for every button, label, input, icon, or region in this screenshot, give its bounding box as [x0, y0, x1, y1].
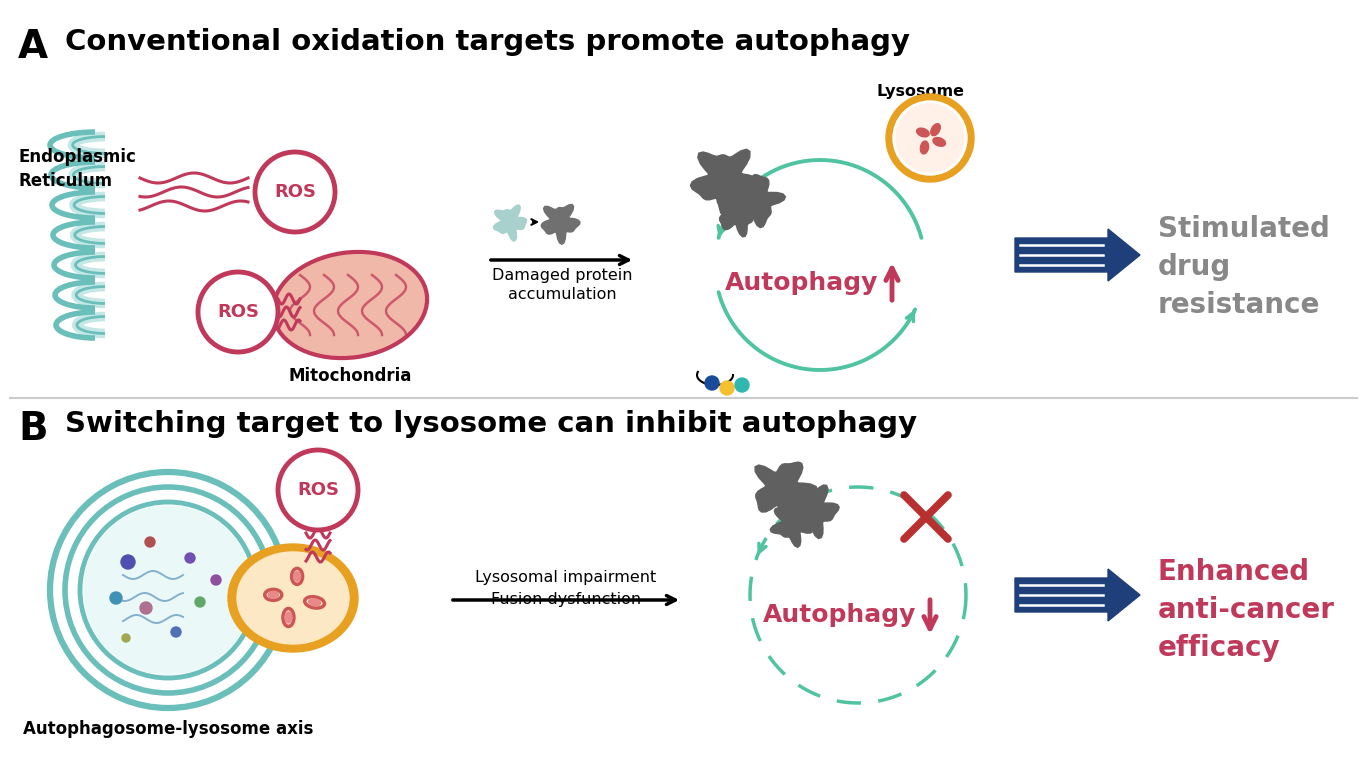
Circle shape: [122, 634, 130, 642]
Circle shape: [893, 101, 966, 175]
Circle shape: [122, 555, 135, 569]
Circle shape: [705, 376, 719, 390]
FancyArrow shape: [1016, 229, 1140, 281]
Ellipse shape: [932, 137, 946, 146]
Circle shape: [895, 104, 964, 172]
Text: ROS: ROS: [217, 303, 258, 321]
Circle shape: [195, 597, 205, 607]
Polygon shape: [730, 175, 786, 227]
Circle shape: [145, 537, 154, 547]
Polygon shape: [755, 462, 817, 525]
Circle shape: [109, 592, 122, 604]
Text: Lysosome: Lysosome: [876, 84, 964, 99]
Polygon shape: [771, 501, 813, 547]
Polygon shape: [789, 485, 839, 539]
Text: Fusion dysfunction: Fusion dysfunction: [491, 592, 641, 607]
Text: Autophagy: Autophagy: [726, 271, 879, 295]
Polygon shape: [493, 205, 526, 241]
Circle shape: [720, 381, 734, 395]
Text: Mitochondria: Mitochondria: [288, 367, 411, 385]
FancyArrow shape: [1016, 569, 1140, 621]
Circle shape: [886, 94, 975, 182]
Ellipse shape: [294, 572, 301, 581]
Text: Stimulated
drug
resistance: Stimulated drug resistance: [1158, 215, 1330, 319]
Circle shape: [185, 553, 195, 563]
Circle shape: [198, 272, 278, 352]
Text: Damaged protein
accumulation: Damaged protein accumulation: [492, 268, 633, 302]
Text: Endoplasmic
Reticulum: Endoplasmic Reticulum: [18, 148, 135, 189]
Text: ROS: ROS: [297, 481, 339, 499]
Text: Lysosomal impairment: Lysosomal impairment: [476, 570, 656, 585]
Circle shape: [256, 152, 335, 232]
Circle shape: [83, 506, 252, 674]
Ellipse shape: [268, 591, 279, 598]
Ellipse shape: [236, 552, 349, 644]
Ellipse shape: [931, 123, 940, 136]
Text: B: B: [18, 410, 48, 448]
Circle shape: [171, 627, 180, 637]
Circle shape: [211, 575, 221, 585]
Text: Autophagosome-lysosome axis: Autophagosome-lysosome axis: [23, 720, 313, 738]
Text: Switching target to lysosome can inhibit autophagy: Switching target to lysosome can inhibit…: [66, 410, 917, 438]
Text: A: A: [18, 28, 48, 66]
Circle shape: [735, 378, 749, 392]
Polygon shape: [718, 192, 761, 237]
Ellipse shape: [309, 599, 320, 606]
Ellipse shape: [273, 252, 427, 358]
Text: ROS: ROS: [273, 183, 316, 201]
Ellipse shape: [284, 612, 293, 623]
Ellipse shape: [920, 141, 928, 154]
Text: Autophagy: Autophagy: [763, 603, 917, 627]
Polygon shape: [690, 149, 759, 219]
Circle shape: [139, 602, 152, 614]
Ellipse shape: [917, 128, 930, 137]
Text: Enhanced
anti-cancer
efficacy: Enhanced anti-cancer efficacy: [1158, 558, 1336, 662]
Polygon shape: [541, 205, 580, 244]
Ellipse shape: [228, 544, 358, 652]
Text: Conventional oxidation targets promote autophagy: Conventional oxidation targets promote a…: [66, 28, 910, 56]
Circle shape: [278, 450, 358, 530]
